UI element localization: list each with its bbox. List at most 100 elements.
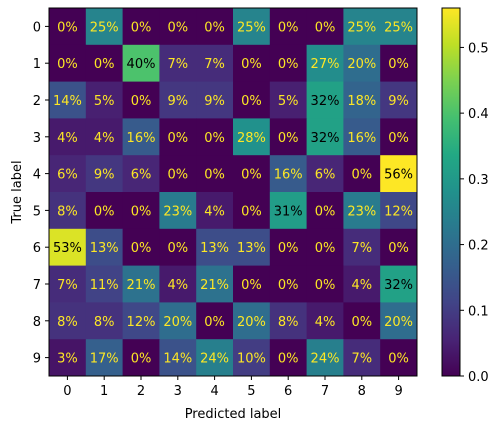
heatmap-cell xyxy=(380,192,418,230)
cell-value-label: 0% xyxy=(278,131,299,146)
x-tick-label: 8 xyxy=(358,384,366,399)
cell-value-label: 0% xyxy=(204,315,225,330)
y-tick-label: 9 xyxy=(33,352,41,367)
heatmap-cell xyxy=(269,81,308,119)
heatmap-cell xyxy=(380,155,418,193)
cell-value-label: 27% xyxy=(311,57,340,72)
cell-value-label: 8% xyxy=(57,204,78,219)
cell-value-label: 18% xyxy=(347,94,376,109)
x-axis-ticks: 0 1 2 3 4 5 6 7 8 9 xyxy=(63,376,403,399)
cell-value-label: 28% xyxy=(237,131,266,146)
cell-value-label: 7% xyxy=(167,57,188,72)
cell-value-label: 0% xyxy=(278,278,299,293)
heatmap-cells xyxy=(49,8,418,377)
cell-value-label: 12% xyxy=(127,315,156,330)
heatmap-cell xyxy=(233,118,271,156)
heatmap-cell xyxy=(343,155,381,193)
cell-value-label: 17% xyxy=(90,352,119,367)
x-tick-label: 7 xyxy=(321,384,329,399)
colorbar-tick-label: 0.1 xyxy=(468,304,489,319)
cell-value-label: 7% xyxy=(351,241,372,256)
heatmap-cell xyxy=(196,8,234,46)
cell-value-label: 0% xyxy=(131,241,152,256)
heatmap-cell xyxy=(196,118,234,156)
heatmap-cell xyxy=(196,155,234,193)
heatmap-cell xyxy=(233,265,271,303)
heatmap-cell xyxy=(122,81,160,119)
cell-value-label: 11% xyxy=(90,278,119,293)
cell-value-label: 31% xyxy=(274,204,303,219)
heatmap-cell xyxy=(343,118,381,156)
heatmap-cell xyxy=(49,265,87,303)
heatmap-cell xyxy=(306,8,344,46)
cell-value-label: 25% xyxy=(384,20,413,35)
heatmap-cell xyxy=(49,44,87,83)
heatmap-cell xyxy=(233,155,271,193)
y-tick-label: 6 xyxy=(33,241,41,256)
heatmap-cell xyxy=(380,44,418,83)
heatmap-cell xyxy=(269,155,308,193)
cell-value-label: 0% xyxy=(351,168,372,183)
cell-value-label: 8% xyxy=(94,315,115,330)
cell-value-label: 8% xyxy=(278,315,299,330)
cell-value-label: 0% xyxy=(204,168,225,183)
heatmap-cell xyxy=(159,302,197,340)
cell-value-label: 7% xyxy=(351,352,372,367)
cell-value-label: 0% xyxy=(241,278,262,293)
heatmap-cell xyxy=(306,339,344,377)
x-tick-label: 1 xyxy=(100,384,108,399)
heatmap-cell xyxy=(122,302,160,340)
cell-value-label: 0% xyxy=(315,278,336,293)
cell-value-label: 23% xyxy=(347,204,376,219)
heatmap-cell xyxy=(306,228,344,267)
heatmap-cell xyxy=(196,81,234,119)
cell-value-label: 3% xyxy=(57,352,78,367)
heatmap-cell xyxy=(269,118,308,156)
x-tick-label: 4 xyxy=(210,384,218,399)
cell-value-label: 5% xyxy=(94,94,115,109)
cell-value-label: 16% xyxy=(347,131,376,146)
cell-value-label: 21% xyxy=(200,278,229,293)
cell-value-label: 7% xyxy=(57,278,78,293)
heatmap-cell xyxy=(269,302,308,340)
y-tick-label: 7 xyxy=(33,278,41,293)
cell-value-label: 4% xyxy=(167,278,188,293)
heatmap-cell xyxy=(269,44,308,83)
cell-value-label: 24% xyxy=(200,352,229,367)
heatmap-cell xyxy=(343,192,381,230)
heatmap-cell xyxy=(49,192,87,230)
cell-value-label: 20% xyxy=(237,315,266,330)
colorbar-tick-label: 0.4 xyxy=(468,107,489,122)
heatmap-cell xyxy=(233,192,271,230)
colorbar-tick-label: 0.0 xyxy=(468,370,489,385)
heatmap-cell xyxy=(233,8,271,46)
heatmap-cell xyxy=(343,228,381,267)
cell-value-label: 0% xyxy=(241,94,262,109)
cell-value-label: 9% xyxy=(167,94,188,109)
cell-value-label: 0% xyxy=(167,241,188,256)
y-tick-label: 5 xyxy=(33,204,41,219)
heatmap-cell xyxy=(159,228,197,267)
cell-value-label: 0% xyxy=(351,315,372,330)
cell-value-label: 0% xyxy=(57,57,78,72)
heatmap-cell xyxy=(343,339,381,377)
heatmap-cell xyxy=(85,192,124,230)
cell-value-label: 0% xyxy=(315,204,336,219)
heatmap-cell xyxy=(380,118,418,156)
heatmap-cell xyxy=(85,302,124,340)
heatmap-cell xyxy=(196,228,234,267)
heatmap-cell xyxy=(122,265,160,303)
x-tick-label: 5 xyxy=(247,384,255,399)
x-tick-label: 0 xyxy=(63,384,71,399)
heatmap-cell xyxy=(159,44,197,83)
colorbar-tick-label: 0.5 xyxy=(468,41,489,56)
y-tick-label: 4 xyxy=(33,168,41,183)
cell-value-label: 0% xyxy=(131,94,152,109)
heatmap-cell xyxy=(85,155,124,193)
heatmap-cell xyxy=(122,44,160,83)
heatmap-cell xyxy=(306,118,344,156)
cell-value-label: 25% xyxy=(347,20,376,35)
cell-value-label: 13% xyxy=(200,241,229,256)
cell-value-label: 9% xyxy=(388,94,409,109)
cell-value-label: 6% xyxy=(131,168,152,183)
